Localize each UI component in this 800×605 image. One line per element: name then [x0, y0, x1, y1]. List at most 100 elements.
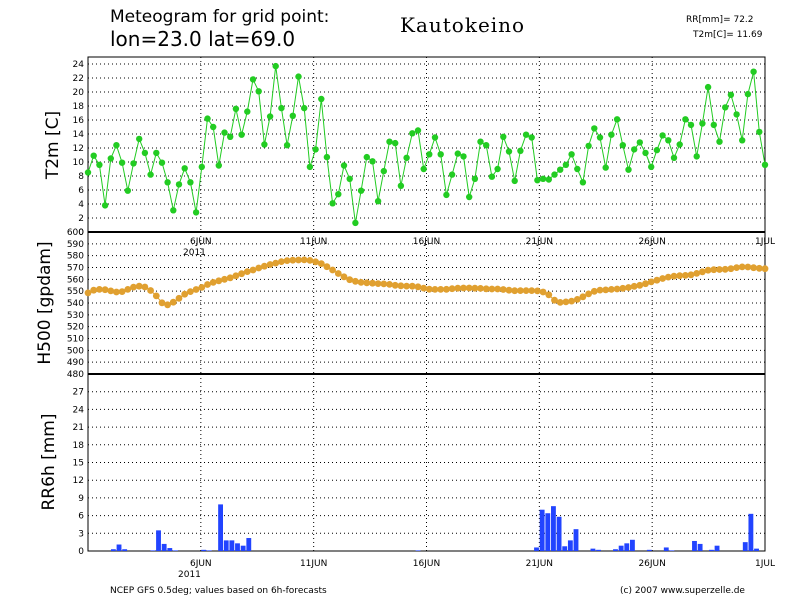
rr-bar — [708, 549, 714, 551]
t2m-point — [562, 161, 570, 168]
t2m-point — [158, 159, 166, 166]
t2m-point — [255, 88, 262, 95]
h500-point — [562, 298, 570, 306]
h500-point — [761, 265, 769, 273]
stat-rr: RR[mm]= 72.2 — [686, 15, 754, 25]
t2m-point — [648, 163, 655, 171]
rr-bar — [669, 550, 675, 551]
rr-bar — [551, 506, 556, 551]
t2m-point — [687, 121, 695, 129]
h500-point — [329, 266, 336, 274]
t2m-ytick-label: 2 — [78, 214, 84, 224]
h500-point — [721, 265, 729, 273]
h500-ytick-label: 520 — [67, 323, 84, 333]
h500-point — [608, 286, 615, 293]
t2m-point — [574, 165, 581, 173]
t2m-point — [471, 175, 479, 182]
t2m-point — [147, 171, 154, 178]
t2m-point — [352, 219, 359, 227]
h500-ytick-label: 530 — [67, 311, 84, 321]
rr6h-ytick-label: 21 — [73, 423, 84, 433]
t2m-point — [266, 113, 274, 120]
t2m-point — [750, 68, 757, 75]
rr-bar — [754, 548, 759, 551]
t2m-ytick-label: 24 — [73, 60, 85, 70]
t2m-point — [585, 142, 592, 150]
t2m-point — [568, 151, 575, 158]
h500-point — [84, 289, 92, 297]
t2m-point — [744, 90, 752, 98]
rr-bar — [173, 550, 178, 551]
xtick-label-bottom: 26JUN — [638, 559, 665, 569]
h500-point — [312, 258, 319, 266]
t2m-point — [164, 179, 171, 186]
rr-bar — [624, 543, 630, 551]
h500-point — [659, 275, 666, 282]
t2m-point — [431, 134, 439, 141]
t2m-ytick-label: 16 — [73, 116, 85, 126]
t2m-point — [727, 91, 735, 99]
h500-point — [414, 283, 422, 291]
h500-point — [744, 263, 752, 271]
h500-point — [755, 264, 763, 272]
t2m-point — [318, 95, 325, 103]
t2m-point — [329, 200, 336, 207]
h500-point — [323, 263, 331, 271]
h500-point — [255, 264, 263, 272]
h500-point — [391, 281, 399, 289]
t2m-point — [215, 162, 222, 169]
t2m-point — [716, 138, 723, 145]
h500-point — [511, 287, 519, 295]
rr6h-ytick-label: 6 — [78, 512, 84, 522]
rr6h-ytick-label: 0 — [78, 547, 84, 557]
rr6h-ytick-label: 15 — [73, 459, 84, 469]
xtick-label-top: 6JUN — [190, 237, 212, 247]
h500-point — [647, 278, 655, 286]
t2m-point — [204, 115, 211, 122]
h500-ytick-label: 590 — [67, 240, 84, 250]
h500-point — [517, 287, 524, 294]
h500-point — [727, 265, 735, 273]
h500-point — [431, 286, 439, 293]
t2m-point — [278, 104, 285, 112]
ylabel-rr: RR6h [mm] — [39, 413, 59, 510]
h500-point — [676, 272, 684, 280]
h500-point — [101, 286, 109, 294]
t2m-point — [107, 155, 115, 162]
h500-point — [619, 284, 627, 292]
rr6h-ytick-label: 18 — [73, 441, 85, 451]
t2m-point — [403, 154, 410, 161]
t2m-point — [483, 142, 490, 149]
t2m-point — [665, 137, 672, 144]
h500-point — [374, 280, 382, 287]
h500-point — [579, 293, 587, 301]
h500-point — [181, 290, 189, 298]
h500-point — [733, 264, 740, 271]
t2m-point — [642, 149, 649, 157]
t2m-point — [124, 187, 131, 194]
rr-bar — [161, 543, 167, 551]
ylabel-h500: H500 [gpdam] — [35, 241, 55, 364]
h500-point — [471, 284, 479, 292]
t2m-point — [670, 154, 678, 161]
h500-point — [636, 281, 644, 289]
t2m-point — [761, 161, 769, 168]
t2m-point — [340, 162, 348, 169]
h500-point — [408, 282, 416, 290]
h500-point — [716, 266, 723, 273]
t2m-point — [659, 132, 666, 139]
t2m-point — [238, 131, 245, 138]
t2m-point — [295, 73, 302, 80]
rr-bar — [246, 538, 252, 551]
h500-point — [289, 256, 297, 264]
t2m-point — [363, 153, 370, 161]
h500-point — [556, 299, 564, 306]
rr-bar — [534, 547, 539, 551]
t2m-point — [357, 187, 365, 194]
rr-bar — [122, 549, 128, 551]
h500-point — [266, 261, 274, 268]
t2m-ytick-label: 22 — [73, 74, 84, 84]
t2m-point — [596, 134, 604, 141]
rr-bar — [218, 504, 223, 551]
rr6h-ytick-label: 24 — [73, 405, 85, 415]
